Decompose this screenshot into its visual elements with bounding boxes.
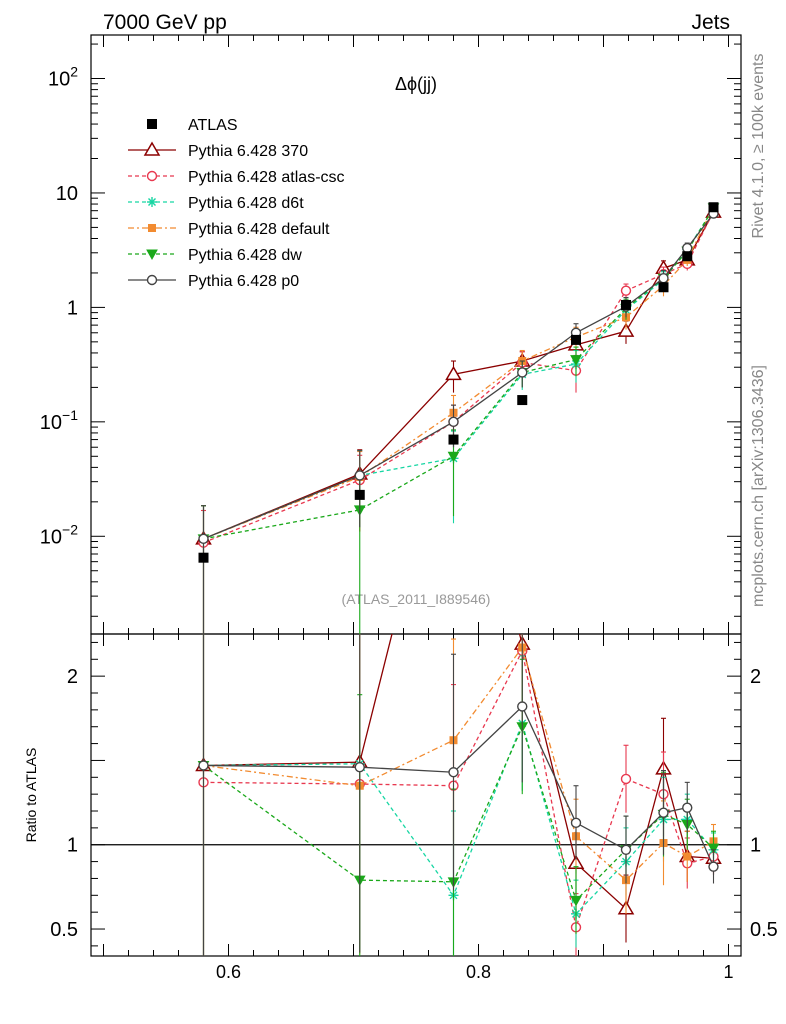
series-5-ratio <box>198 634 719 956</box>
ratio-point <box>682 802 693 813</box>
legend-label-data: ATLAS <box>188 117 238 134</box>
series-point <box>658 272 669 284</box>
series-point <box>617 322 635 337</box>
ratio-line <box>203 724 714 902</box>
y-tick-label: 102 <box>48 64 78 91</box>
y-tick-base: 10 <box>48 69 70 91</box>
ratio-point <box>683 852 692 861</box>
ratio-tick-label-left: 1 <box>67 835 78 857</box>
data-point <box>708 202 719 213</box>
legend-label: Pythia 6.428 default <box>188 221 330 238</box>
header-right: Jets <box>691 11 730 34</box>
ratio-point <box>448 767 459 778</box>
y-tick-base: 1 <box>67 297 78 319</box>
legend-marker <box>146 274 158 286</box>
data-point <box>682 251 693 262</box>
data-points <box>198 202 719 563</box>
legend-label: Pythia 6.428 atlas-csc <box>188 169 345 186</box>
legend-marker <box>143 141 161 156</box>
ratio-point <box>620 844 632 855</box>
legend-label: Pythia 6.428 370 <box>188 143 308 160</box>
ratio-tick-label-left: 0.5 <box>50 919 78 941</box>
ratio-tick-label-left: 2 <box>67 666 78 688</box>
ratio-point <box>707 843 720 855</box>
series-point <box>354 470 365 481</box>
data-point <box>354 489 365 500</box>
ratio-point <box>620 773 632 785</box>
x-tick-label: 0.6 <box>216 962 241 982</box>
ratio-panel-frame <box>90 633 742 957</box>
data-point <box>448 434 459 445</box>
header-left: 7000 GeV pp <box>103 11 227 34</box>
ratio-tick-label-right: 0.5 <box>750 919 778 941</box>
y-tick-base: 10 <box>40 412 62 434</box>
ratio-line <box>203 721 714 916</box>
ratio-ylabel: Ratio to ATLAS <box>23 748 39 843</box>
data-point <box>621 299 631 310</box>
y-tick-label: 10 <box>56 183 78 205</box>
series-line <box>203 206 715 540</box>
data-point <box>198 552 209 563</box>
watermark: (ATLAS_2011_I889546) <box>342 591 491 607</box>
legend-marker <box>146 170 158 182</box>
x-tick-label: 0.8 <box>466 962 491 982</box>
data-point <box>571 334 581 345</box>
legend-marker-data <box>147 119 157 129</box>
series-point <box>682 242 693 254</box>
series-point <box>445 365 462 381</box>
y-tick-exponent: −1 <box>62 407 78 423</box>
ratio-point <box>570 817 582 829</box>
ratio-line <box>203 646 714 882</box>
x-tick-label: 1 <box>723 962 733 982</box>
ratio-point <box>570 895 582 907</box>
y-tick-label: 10−2 <box>40 521 78 548</box>
ratio-tick-label-right: 2 <box>750 666 761 688</box>
ratio-point <box>658 807 669 818</box>
y-tick-base: 10 <box>56 183 78 205</box>
legend-label: Pythia 6.428 d6t <box>188 195 304 212</box>
data-point <box>658 282 669 293</box>
side-label-bottom: mcplots.cern.ch [arXiv:1306.3436] <box>750 365 767 607</box>
data-point <box>517 395 528 406</box>
side-label-top: Rivet 4.1.0, ≥ 100k events <box>750 54 767 239</box>
chart-title: Δϕ(jj) <box>395 74 437 94</box>
series-point <box>517 367 528 378</box>
ratio-point <box>708 861 719 872</box>
legend: ATLAS Pythia 6.428 370 Pythia 6.428 atlas-… <box>128 117 345 290</box>
series-point <box>198 533 209 545</box>
series-point <box>570 355 582 366</box>
y-tick-base: 10 <box>40 526 62 548</box>
ratio-tick-label-right: 1 <box>750 835 761 857</box>
series-point <box>620 285 632 296</box>
y-tick-exponent: −2 <box>62 521 78 537</box>
series-1-ratio <box>198 634 719 956</box>
y-tick-label: 1 <box>67 297 78 319</box>
legend-marker <box>146 249 158 261</box>
legend-marker-stroke <box>148 198 156 206</box>
y-tick-label: 10−1 <box>40 407 78 434</box>
legend-marker <box>147 197 157 207</box>
legend-marker <box>148 224 156 232</box>
ratio-line <box>203 648 714 930</box>
legend-label: Pythia 6.428 p0 <box>188 273 299 290</box>
series-point <box>447 451 460 463</box>
ratio-point <box>198 760 209 771</box>
ratio-point <box>354 761 365 773</box>
y-tick-exponent: 2 <box>70 64 78 80</box>
series-point <box>448 416 459 428</box>
legend-label: Pythia 6.428 dw <box>188 247 302 264</box>
series-5-main <box>198 208 719 634</box>
ratio-line <box>203 634 714 910</box>
ratio-point <box>517 701 528 712</box>
